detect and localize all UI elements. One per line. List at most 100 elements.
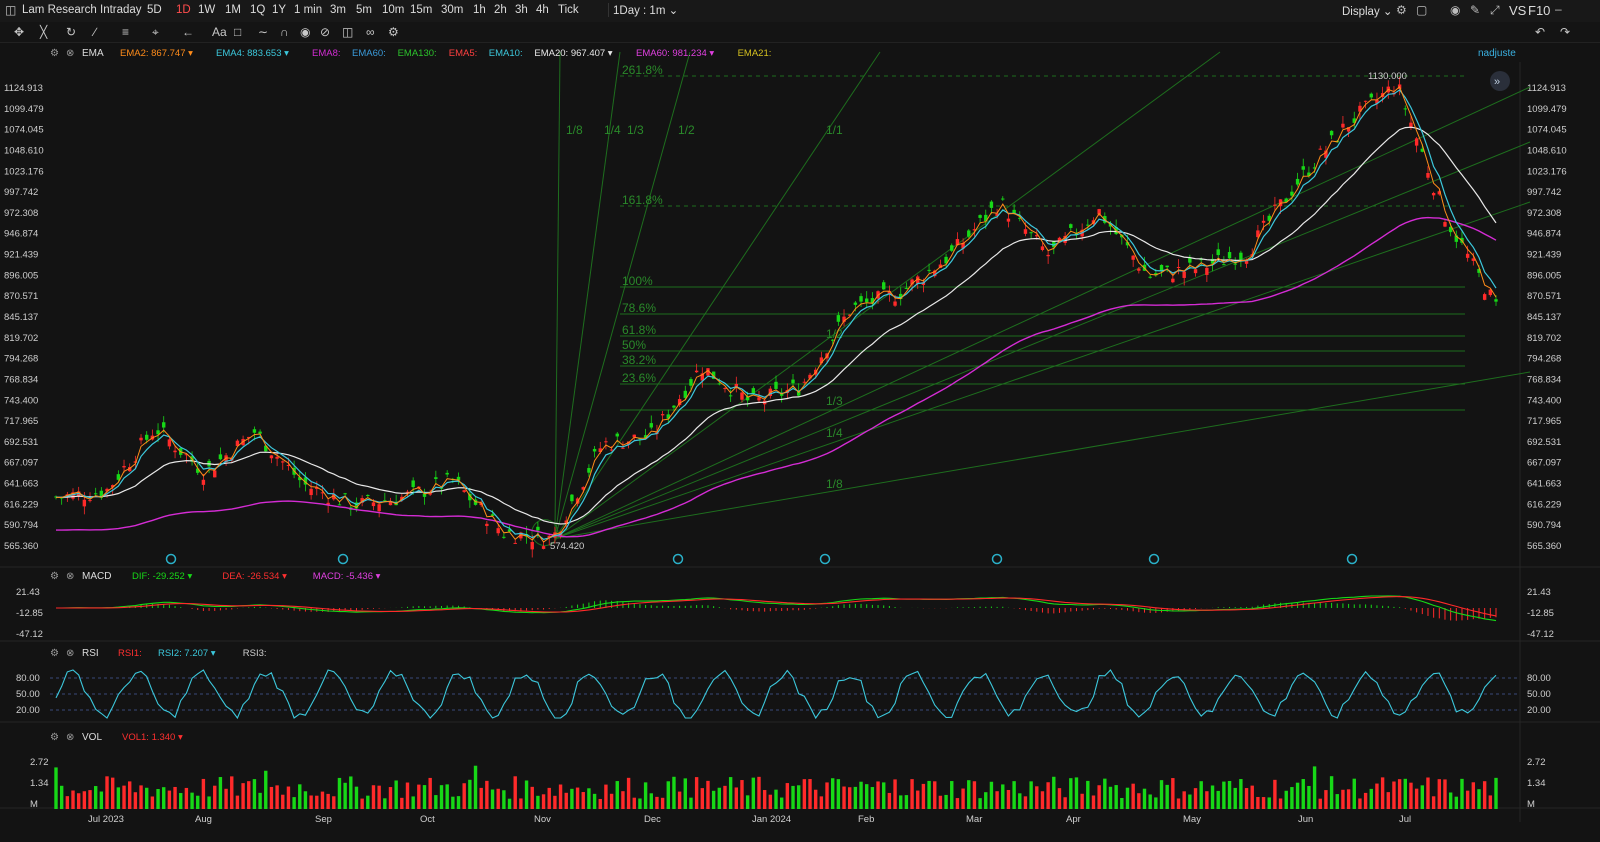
timeframe-2h[interactable]: 2h xyxy=(494,4,507,16)
volume-bar xyxy=(326,793,330,809)
arrow-tool-icon[interactable]: ← xyxy=(182,25,194,39)
candle-body xyxy=(1267,215,1271,221)
line-tool-icon[interactable]: ∕ xyxy=(94,25,97,39)
timeframe-1q[interactable]: 1Q xyxy=(250,4,266,16)
volume-bar xyxy=(1120,797,1124,809)
candle-body xyxy=(105,488,109,492)
volume-bar xyxy=(587,788,591,809)
rsi-axis-right-label: 80.00 xyxy=(1527,673,1551,684)
volume-axis-left-label: 1.34 xyxy=(30,778,49,789)
minimize-icon[interactable]: – xyxy=(1555,2,1562,16)
hide-icon[interactable]: ⊘ xyxy=(320,25,331,39)
redo-icon[interactable]: ↷ xyxy=(1560,25,1571,39)
crosshair-icon[interactable]: ✥ xyxy=(14,25,25,39)
volume-bar xyxy=(445,784,449,809)
macd-dif-line xyxy=(56,595,1497,622)
candle-body xyxy=(541,546,546,549)
candle-body xyxy=(184,454,189,456)
candle-body xyxy=(247,436,251,439)
interval-select[interactable]: 1Day : 1m ⌄ xyxy=(608,3,678,17)
pencil-cycle-icon[interactable]: ↻ xyxy=(66,25,77,39)
volume-bar xyxy=(944,794,948,809)
timeframe-30m[interactable]: 30m xyxy=(441,4,464,16)
timeframe-1-min[interactable]: 1 min xyxy=(294,4,323,16)
undo-icon[interactable]: ↶ xyxy=(1535,25,1546,39)
volume-bar xyxy=(1477,789,1481,809)
volume-bar xyxy=(366,795,370,809)
candle-body xyxy=(173,450,177,453)
timeframe-5m[interactable]: 5m xyxy=(356,4,372,16)
legend-item: DEA: -26.534 ▾ xyxy=(222,571,287,582)
magnet-icon[interactable]: ∩ xyxy=(280,25,289,39)
volume-bar xyxy=(1142,788,1147,809)
candle-body xyxy=(1148,276,1152,278)
display-menu[interactable]: Display ⌄ xyxy=(1342,4,1393,18)
timeframe-15m[interactable]: 15m xyxy=(410,4,433,16)
timeframe-intraday[interactable]: Intraday xyxy=(100,4,142,16)
price-axis-right-label: 1124.913 xyxy=(1527,83,1566,94)
timeframe-5d[interactable]: 5D xyxy=(147,4,162,16)
timeframe-4h[interactable]: 4h xyxy=(536,4,549,16)
note-icon[interactable]: □ xyxy=(234,25,242,39)
fib-tool-icon[interactable]: ≡ xyxy=(122,25,130,39)
candle-body xyxy=(1437,191,1442,195)
timeframe-10m[interactable]: 10m xyxy=(382,4,405,16)
measure-icon[interactable]: ⌖ xyxy=(152,25,159,39)
f10-button[interactable]: F10 xyxy=(1528,3,1551,18)
fullscreen-icon[interactable]: ⤢ xyxy=(1490,3,1500,17)
candle-body xyxy=(326,502,330,505)
volume-bar xyxy=(156,789,160,809)
volume-bar xyxy=(1369,788,1373,809)
volume-bar xyxy=(1052,776,1056,809)
candle-body xyxy=(388,501,393,506)
chart-area[interactable]: 1124.913 1124.913 1099.479 1099.479 1074.045… xyxy=(0,42,1600,842)
trash-icon[interactable]: ◫ xyxy=(342,25,354,39)
volume-bar xyxy=(264,770,268,809)
timeframe-1h[interactable]: 1h xyxy=(473,4,486,16)
text-icon[interactable]: Aa xyxy=(212,25,227,39)
legend-item: RSI1: xyxy=(118,648,142,659)
panel-toggle-icon[interactable]: ◫ xyxy=(5,3,17,17)
volume-bar xyxy=(649,793,653,809)
volume-bar xyxy=(1137,793,1141,809)
timeframe-3m[interactable]: 3m xyxy=(330,4,346,16)
volume-bar xyxy=(1086,780,1090,809)
volume-bar xyxy=(405,782,410,809)
brush-icon[interactable]: ∼ xyxy=(258,25,269,39)
volume-bar xyxy=(808,779,812,809)
link-icon[interactable]: ∞ xyxy=(366,25,375,39)
pen-icon[interactable]: ✎ xyxy=(1470,3,1481,17)
candle-body xyxy=(360,498,364,503)
pane-indicator-name: MACD xyxy=(82,571,111,582)
timeframe-1m[interactable]: 1M xyxy=(225,4,241,16)
candle-body xyxy=(1006,218,1011,222)
layout-icon[interactable]: ▢ xyxy=(1416,3,1428,17)
timeframe-3h[interactable]: 3h xyxy=(515,4,528,16)
volume-bar xyxy=(93,786,98,809)
compare-button[interactable]: VS xyxy=(1509,3,1527,18)
timeframe-1d[interactable]: 1D xyxy=(176,4,191,16)
price-axis-right-label: 590.794 xyxy=(1527,520,1561,531)
cursor-icon[interactable]: ╳ xyxy=(40,25,48,39)
drawing-toolbar: ✥ ╳ ↻ ∕ ≡ ⌖ ← Aa □ ∼ ∩ ◉ ⊘ ◫ ∞ ⚙ ↶ ↷ xyxy=(0,22,1600,43)
volume-bar xyxy=(230,776,234,809)
pane-indicator-name: EMA xyxy=(82,48,104,59)
settings-icon[interactable]: ⚙ xyxy=(1396,3,1407,17)
symbol-name[interactable]: Lam Research xyxy=(22,4,97,16)
rsi-axis-left-label: 50.00 xyxy=(16,689,40,700)
candle-body xyxy=(802,381,807,383)
camera-icon[interactable]: ◉ xyxy=(1450,3,1461,17)
price-axis-left-label: 1124.913 xyxy=(4,83,43,94)
volume-bar xyxy=(1035,786,1039,809)
timeframe-1y[interactable]: 1Y xyxy=(272,4,287,16)
settings-icon[interactable]: ⚙ xyxy=(388,25,399,39)
volume-bar xyxy=(717,787,722,809)
volume-bar xyxy=(779,797,784,809)
timeframe-tick[interactable]: Tick xyxy=(558,4,579,16)
candle-body xyxy=(1290,191,1294,196)
timeframe-1w[interactable]: 1W xyxy=(198,4,216,16)
time-axis-label: Jan 2024 xyxy=(752,814,791,825)
fib-level-label: 261.8% xyxy=(622,63,663,77)
candle-body xyxy=(258,431,262,434)
lock-icon[interactable]: ◉ xyxy=(300,25,311,39)
